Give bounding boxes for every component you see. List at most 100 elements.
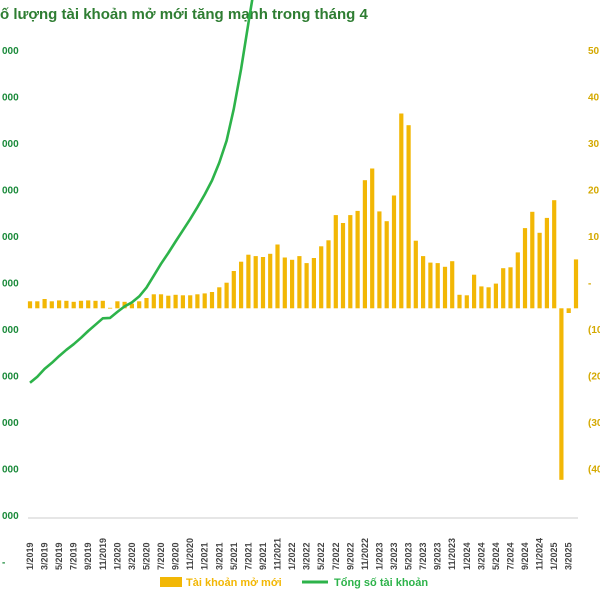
x-tick-label: 7/2021: [243, 542, 253, 570]
bar: [479, 286, 484, 309]
bar: [464, 295, 469, 309]
bar: [508, 267, 513, 309]
total-accounts-line: [29, 0, 254, 384]
x-tick-label: 11/2024: [535, 538, 545, 570]
bar: [428, 262, 433, 309]
bar: [493, 283, 498, 309]
legend-label-new-accounts: Tài khoản mở mới: [186, 577, 282, 589]
bar: [348, 215, 353, 309]
x-tick-label: 11/2022: [360, 538, 370, 570]
x-tick-label: 5/2019: [54, 542, 64, 570]
left-tick-label: 000: [2, 46, 19, 57]
bar: [151, 294, 156, 309]
x-tick-label: 9/2023: [433, 542, 443, 570]
right-tick-label: (40: [588, 465, 600, 476]
bar: [137, 301, 142, 309]
x-tick-label: 3/2022: [302, 542, 312, 570]
bar: [78, 300, 84, 309]
bar: [144, 298, 149, 309]
bar: [435, 263, 440, 309]
x-tick-label: 3/2020: [127, 542, 137, 570]
x-tick-label: 3/2025: [564, 542, 574, 570]
right-tick-label: 40: [588, 93, 600, 104]
bar: [566, 308, 571, 313]
bar: [188, 295, 193, 309]
left-tick-label: 000: [2, 139, 19, 150]
bar: [224, 282, 229, 309]
bar: [377, 211, 382, 309]
bar: [275, 244, 280, 309]
bar: [158, 294, 164, 309]
left-tick-label: 000: [2, 372, 19, 383]
x-tick-label: 5/2023: [404, 542, 414, 570]
x-tick-label: 3/2024: [476, 542, 486, 570]
x-tick-label: 7/2023: [418, 542, 428, 570]
bar: [115, 301, 120, 309]
x-tick-label: 11/2019: [98, 538, 108, 570]
bar: [217, 287, 222, 309]
left-tick-label: -: [2, 558, 5, 569]
bar: [486, 287, 491, 309]
x-tick-label: 5/2024: [491, 542, 501, 570]
bar: [64, 300, 69, 309]
bar: [355, 210, 360, 309]
left-tick-label: 000: [2, 325, 19, 336]
left-tick-label: 000: [2, 465, 19, 476]
x-axis-ticks: 1/2019 3/2019 5/2019 7/2019 9/2019 11/2019 1/2…: [25, 538, 574, 570]
bar: [282, 257, 287, 309]
bar: [399, 113, 404, 309]
x-tick-label: 9/2024: [520, 542, 530, 570]
bar: [391, 195, 397, 309]
bar: [129, 303, 134, 309]
x-tick-label: 5/2020: [142, 542, 152, 570]
right-axis-ticks: 50 40 30 20 10 - (10 (20 (30 (40: [588, 46, 600, 476]
bar: [384, 221, 389, 309]
bar: [297, 256, 302, 309]
x-tick-label: 3/2021: [214, 542, 224, 570]
bar: [515, 252, 520, 309]
x-tick-label: 11/2023: [447, 538, 457, 570]
x-tick-label: 1/2021: [200, 542, 210, 570]
x-tick-label: 7/2024: [506, 542, 516, 570]
bar: [413, 240, 418, 309]
right-tick-label: 20: [588, 186, 600, 197]
bar: [333, 215, 338, 309]
left-tick-label: 000: [2, 418, 19, 429]
x-tick-label: 7/2019: [69, 542, 79, 570]
x-tick-label: 7/2022: [331, 542, 341, 570]
right-tick-label: (20: [588, 372, 600, 383]
bar: [326, 240, 331, 309]
bar: [27, 301, 33, 309]
bar: [544, 217, 549, 309]
left-tick-label: 000: [2, 186, 19, 197]
bar: [362, 180, 367, 309]
x-tick-label: 3/2019: [40, 542, 50, 570]
x-tick-label: 3/2023: [389, 542, 399, 570]
chart-title: ố lượng tài khoản mở mới tăng mạnh trong…: [0, 6, 368, 23]
x-tick-label: 9/2020: [171, 542, 181, 570]
left-tick-label: 000: [2, 279, 19, 290]
right-tick-label: (30: [588, 418, 600, 429]
right-tick-label: 50: [588, 46, 600, 57]
bar: [71, 301, 76, 309]
left-axis-ticks: 000 000 000 000 000 000 000 000 000 000 000 -: [2, 46, 19, 569]
right-tick-label: 10: [588, 232, 600, 243]
x-tick-label: 5/2022: [316, 542, 326, 570]
x-tick-label: 1/2019: [25, 542, 35, 570]
bar: [268, 253, 273, 309]
x-tick-label: 1/2024: [462, 542, 472, 570]
bar: [552, 200, 557, 309]
bar: [253, 256, 258, 309]
bar: [100, 300, 105, 309]
x-tick-label: 1/2023: [374, 542, 384, 570]
bar: [231, 271, 236, 309]
bar: [559, 308, 564, 480]
bar: [93, 300, 98, 309]
bar: [537, 232, 542, 309]
bar: [450, 261, 455, 309]
x-tick-label: 9/2022: [345, 542, 355, 570]
bar: [340, 223, 346, 309]
bar: [239, 261, 244, 309]
bar: [49, 301, 54, 309]
